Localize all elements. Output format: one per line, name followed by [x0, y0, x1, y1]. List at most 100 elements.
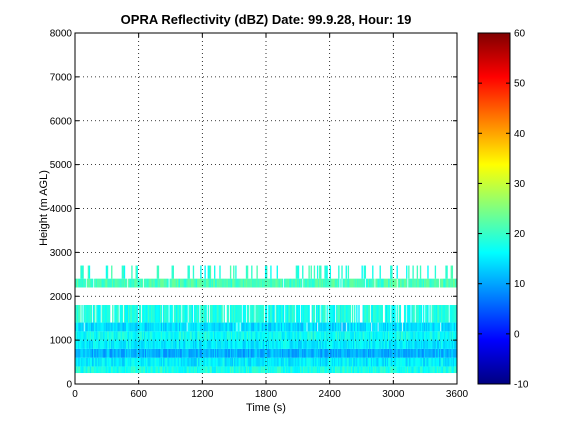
heatmap-cell	[84, 366, 86, 374]
heatmap-cell	[314, 331, 317, 341]
heatmap-cell	[202, 340, 204, 349]
heatmap-cell	[281, 331, 284, 341]
heatmap-cell	[268, 357, 270, 367]
heatmap-cell	[339, 340, 341, 349]
heatmap-cell	[402, 278, 405, 288]
heatmap-cell	[397, 340, 399, 349]
heatmap-cell	[90, 357, 93, 367]
y-tick-label: 6000	[50, 116, 73, 127]
heatmap-cell	[182, 366, 184, 374]
heatmap-cell	[432, 366, 434, 374]
heatmap-cell	[98, 278, 100, 288]
heatmap-cell	[83, 331, 85, 341]
heatmap-cell	[369, 348, 372, 358]
heatmap-cell	[261, 366, 264, 374]
heatmap-cell	[372, 278, 374, 288]
heatmap-cell	[253, 348, 255, 358]
heatmap-cell	[360, 357, 362, 367]
heatmap-cell	[405, 322, 407, 332]
heatmap-cell	[99, 348, 101, 358]
heatmap-cell	[433, 348, 436, 358]
heatmap-cell	[416, 278, 419, 288]
heatmap-cell	[346, 305, 348, 323]
heatmap-cell	[204, 331, 206, 341]
heatmap-cell	[451, 305, 454, 323]
heatmap-cell	[442, 348, 444, 358]
heatmap-cell	[83, 348, 85, 358]
heatmap-cell	[452, 340, 455, 349]
heatmap-cell	[252, 278, 254, 288]
heatmap-cell	[173, 366, 176, 374]
heatmap-cell	[145, 348, 147, 358]
heatmap-cell	[222, 348, 224, 358]
heatmap-cell	[321, 357, 323, 367]
heatmap-cell	[324, 366, 326, 374]
heatmap-cell	[356, 322, 358, 332]
heatmap-cell	[203, 305, 205, 323]
heatmap-cell	[130, 366, 132, 374]
heatmap-cell	[284, 366, 286, 374]
heatmap-cell	[128, 278, 130, 288]
heatmap-cell	[372, 357, 374, 367]
heatmap-cell	[247, 278, 250, 288]
heatmap-cell	[141, 278, 144, 288]
heatmap-cell	[368, 357, 371, 367]
heatmap-cell	[320, 331, 322, 341]
heatmap-cell	[89, 357, 92, 367]
heatmap-cell	[236, 331, 238, 341]
heatmap-cell	[453, 340, 456, 349]
heatmap-cell	[243, 278, 246, 288]
heatmap-cell	[278, 278, 281, 288]
heatmap-cell	[159, 348, 162, 358]
heatmap-cell	[441, 331, 443, 341]
heatmap-cell	[304, 278, 306, 288]
heatmap-cell	[304, 331, 306, 341]
heatmap-cell	[334, 331, 337, 341]
heatmap-cell	[76, 348, 78, 358]
heatmap-cell	[87, 322, 90, 332]
heatmap-cell	[81, 265, 83, 279]
heatmap-cell	[192, 348, 195, 358]
heatmap-cell	[278, 322, 281, 332]
heatmap-cell	[307, 305, 309, 323]
heatmap-cell	[348, 348, 351, 358]
heatmap-cell	[87, 357, 90, 367]
heatmap-cell	[391, 357, 393, 367]
heatmap-cell	[394, 357, 396, 367]
heatmap-cell	[234, 357, 236, 367]
heatmap-cell	[281, 348, 284, 358]
heatmap-cell	[350, 340, 353, 349]
heatmap-cell	[305, 331, 307, 341]
heatmap-cell	[270, 357, 272, 367]
heatmap-cell	[306, 357, 308, 367]
heatmap-cell	[97, 340, 99, 349]
heatmap-cell	[160, 340, 163, 349]
heatmap-cell	[89, 278, 92, 288]
heatmap-cell	[101, 366, 103, 374]
heatmap-cell	[376, 348, 378, 358]
heatmap-cell	[205, 331, 207, 341]
heatmap-cell	[259, 305, 261, 323]
heatmap-cell	[151, 357, 153, 367]
heatmap-cell	[200, 278, 202, 288]
heatmap-cell	[250, 305, 252, 323]
heatmap-cell	[121, 278, 124, 288]
heatmap-cell	[235, 366, 237, 374]
heatmap-cell	[311, 340, 313, 349]
heatmap-cell	[349, 278, 352, 288]
heatmap-cell	[269, 340, 271, 349]
heatmap-cell	[77, 278, 79, 288]
heatmap-cell	[281, 305, 284, 323]
heatmap-cell	[128, 366, 130, 374]
heatmap-cell	[327, 340, 329, 349]
heatmap-cell	[400, 340, 403, 349]
heatmap-cell	[163, 340, 165, 349]
heatmap-cell	[313, 305, 316, 323]
heatmap-cell	[385, 357, 388, 367]
heatmap-cell	[347, 357, 350, 367]
heatmap-cell	[395, 348, 397, 358]
heatmap-cell	[338, 366, 340, 374]
heatmap-cell	[105, 357, 108, 367]
heatmap-cell	[309, 322, 311, 332]
